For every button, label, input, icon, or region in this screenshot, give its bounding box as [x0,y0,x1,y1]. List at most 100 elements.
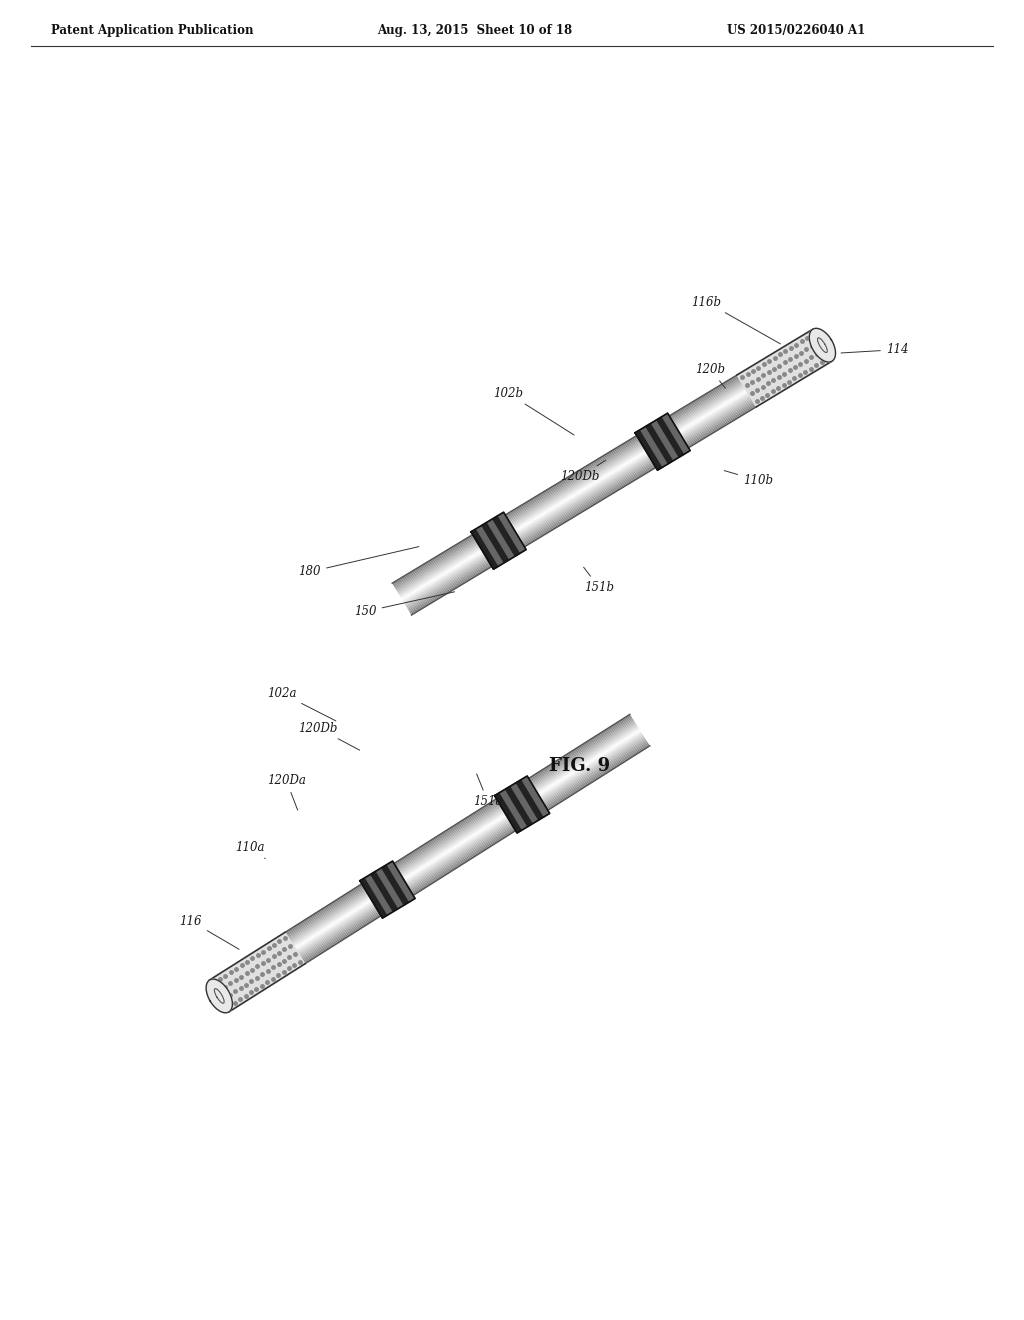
Polygon shape [298,735,644,954]
Polygon shape [402,392,748,602]
Text: 116b: 116b [691,296,780,343]
Polygon shape [290,722,635,941]
Polygon shape [737,329,833,407]
Polygon shape [410,404,755,612]
Polygon shape [500,789,528,830]
Text: 120Da: 120Da [267,774,306,810]
Polygon shape [371,871,398,912]
Text: 151b: 151b [584,568,614,594]
Polygon shape [397,383,742,593]
Text: 114: 114 [841,343,908,356]
Polygon shape [382,865,410,906]
Polygon shape [302,741,647,960]
Polygon shape [482,521,510,562]
Polygon shape [289,721,635,940]
Polygon shape [394,378,739,587]
Text: 151a: 151a [473,774,503,808]
Polygon shape [635,429,663,470]
Polygon shape [398,384,743,594]
Polygon shape [286,715,631,935]
Polygon shape [302,742,648,961]
Polygon shape [387,861,415,902]
Polygon shape [287,718,633,936]
Polygon shape [301,739,646,958]
Polygon shape [300,738,645,957]
Polygon shape [399,388,745,597]
Polygon shape [400,389,746,598]
Polygon shape [409,401,754,611]
Polygon shape [398,385,744,595]
Polygon shape [646,422,674,463]
Polygon shape [292,726,638,945]
Polygon shape [296,733,642,952]
Text: FIG. 9: FIG. 9 [549,756,609,775]
Polygon shape [394,379,740,589]
Text: 150: 150 [354,591,455,618]
Polygon shape [809,329,836,362]
Polygon shape [285,714,631,933]
Polygon shape [206,979,232,1012]
Polygon shape [407,400,753,609]
Polygon shape [360,878,388,919]
Polygon shape [303,743,649,962]
Text: Aug. 13, 2015  Sheet 10 of 18: Aug. 13, 2015 Sheet 10 of 18 [377,24,572,37]
Polygon shape [663,413,690,454]
Polygon shape [209,932,305,1011]
Text: 102b: 102b [494,387,574,436]
Polygon shape [498,512,526,553]
Polygon shape [393,376,738,585]
Polygon shape [406,396,751,606]
Polygon shape [392,375,737,585]
Polygon shape [411,405,757,615]
Polygon shape [511,783,539,824]
Polygon shape [471,528,499,569]
Polygon shape [408,400,753,610]
Polygon shape [409,403,755,612]
Text: US 2015/0226040 A1: US 2015/0226040 A1 [727,24,865,37]
Polygon shape [295,730,641,949]
Polygon shape [651,420,679,461]
Polygon shape [487,519,515,560]
Polygon shape [287,717,632,936]
Polygon shape [516,779,544,820]
Text: 110a: 110a [236,841,265,858]
Polygon shape [396,381,741,590]
Polygon shape [401,389,746,599]
Polygon shape [411,405,756,614]
Polygon shape [495,792,522,833]
Polygon shape [298,734,643,953]
Polygon shape [376,867,404,908]
Polygon shape [493,516,520,556]
Polygon shape [291,723,636,941]
Polygon shape [291,723,637,942]
Polygon shape [297,733,642,952]
Polygon shape [476,525,505,566]
Polygon shape [292,725,637,944]
Polygon shape [640,426,669,467]
Polygon shape [403,393,749,602]
Polygon shape [404,395,750,605]
Polygon shape [401,391,748,601]
Polygon shape [407,399,752,607]
Text: Patent Application Publication: Patent Application Publication [51,24,254,37]
Text: 120Db: 120Db [299,722,359,750]
Polygon shape [506,785,534,826]
Text: 120b: 120b [695,363,725,388]
Polygon shape [522,776,550,817]
Polygon shape [300,738,646,957]
Polygon shape [403,395,750,603]
Text: 116: 116 [179,915,239,949]
Polygon shape [299,737,644,956]
Polygon shape [304,744,650,964]
Polygon shape [393,378,739,586]
Text: 120Db: 120Db [560,461,606,483]
Text: 102a: 102a [267,686,336,721]
Polygon shape [294,729,640,948]
Polygon shape [366,874,393,915]
Polygon shape [406,397,752,607]
Polygon shape [293,727,639,946]
Text: 180: 180 [299,546,419,578]
Polygon shape [289,719,634,939]
Polygon shape [288,718,633,937]
Polygon shape [395,380,741,590]
